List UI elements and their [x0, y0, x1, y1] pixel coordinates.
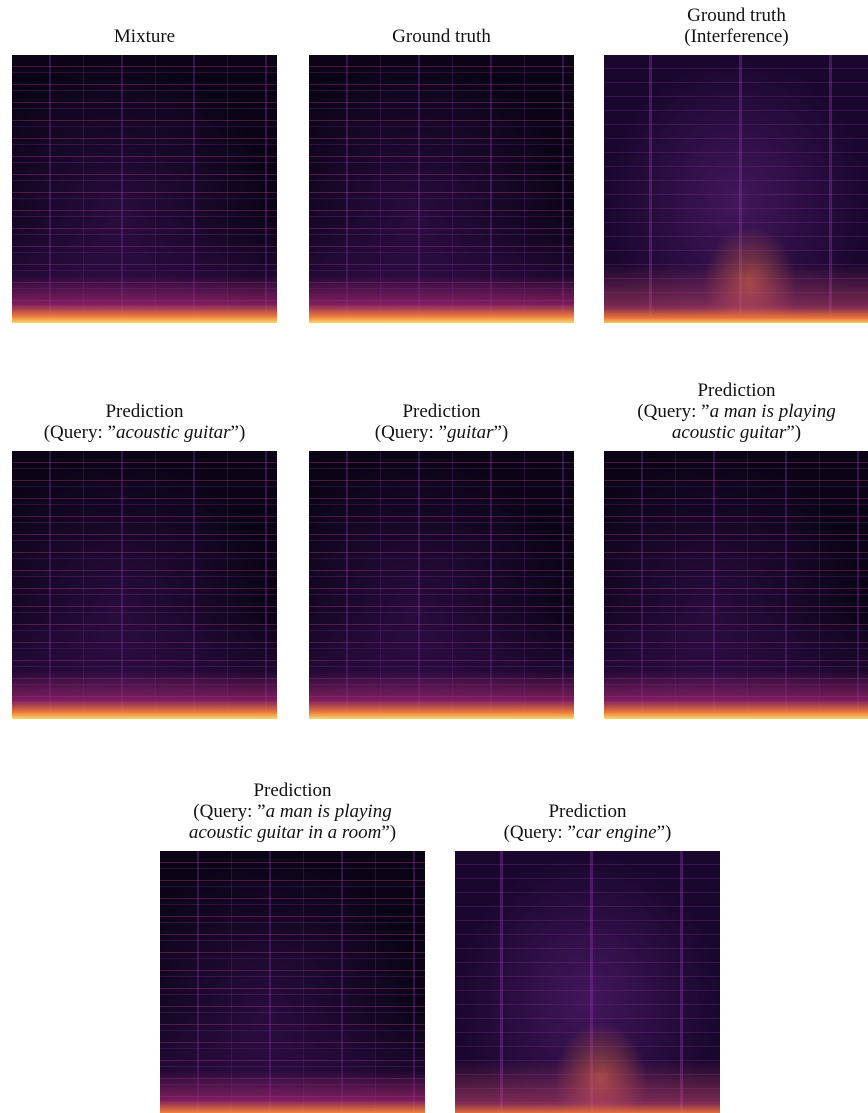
spectrogram: [12, 451, 277, 719]
title-text: (Interference): [684, 26, 788, 47]
panel-title: Ground truth(Interference): [564, 5, 868, 47]
spectrogram: [160, 851, 425, 1113]
query-text: acoustic guitar: [116, 422, 231, 443]
title-text: Prediction: [402, 401, 480, 422]
title-text: Prediction: [548, 801, 626, 822]
panel-title: Prediction(Query: ”car engine”): [415, 801, 760, 843]
title-text: Ground truth: [687, 5, 786, 26]
title-line: Prediction: [564, 380, 868, 401]
query-text: acoustic guitar in a room: [189, 822, 381, 843]
title-text: (Query: ”: [637, 401, 709, 422]
panel: Prediction(Query: ”guitar”): [309, 451, 574, 719]
panel-title: Ground truth: [269, 26, 614, 47]
title-line: Prediction: [269, 401, 614, 422]
title-text: (Query: ”: [375, 422, 447, 443]
title-text: (Query: ”: [193, 801, 265, 822]
title-line: (Interference): [564, 26, 868, 47]
panel: Ground truth: [309, 55, 574, 323]
spectrogram: [309, 55, 574, 323]
title-text: (Query: ”: [44, 422, 116, 443]
panel: Prediction(Query: ”acoustic guitar”): [12, 451, 277, 719]
spectrogram: [12, 55, 277, 323]
title-text: ”): [381, 822, 396, 843]
panel-title: Prediction(Query: ”guitar”): [269, 401, 614, 443]
query-text: a man is playing: [710, 401, 836, 422]
title-line: (Query: ”a man is playing: [564, 401, 868, 422]
title-line: Prediction: [120, 780, 465, 801]
title-text: (Query: ”: [504, 822, 576, 843]
spectrogram: [604, 55, 868, 323]
figure: MixtureGround truthGround truth(Interfer…: [0, 0, 868, 1113]
title-text: ”): [786, 422, 801, 443]
title-line: acoustic guitar”): [564, 422, 868, 443]
title-text: Prediction: [253, 780, 331, 801]
spectrogram: [455, 851, 720, 1113]
title-text: Prediction: [697, 380, 775, 401]
panel: Mixture: [12, 55, 277, 323]
title-line: (Query: ”a man is playing: [120, 801, 465, 822]
title-text: ”): [231, 422, 246, 443]
spectrogram: [309, 451, 574, 719]
title-line: Ground truth: [269, 26, 614, 47]
query-text: acoustic guitar: [672, 422, 787, 443]
title-line: Ground truth: [564, 5, 868, 26]
spectrogram: [604, 451, 868, 719]
title-text: ”): [493, 422, 508, 443]
title-text: Mixture: [114, 26, 175, 47]
query-text: a man is playing: [266, 801, 392, 822]
title-line: (Query: ”car engine”): [415, 822, 760, 843]
title-text: ”): [657, 822, 672, 843]
query-text: guitar: [447, 422, 493, 443]
title-text: Ground truth: [392, 26, 491, 47]
panel: Ground truth(Interference): [604, 55, 868, 323]
title-line: (Query: ”guitar”): [269, 422, 614, 443]
panel: Prediction(Query: ”car engine”): [455, 851, 720, 1113]
title-text: Prediction: [105, 401, 183, 422]
title-line: Prediction: [415, 801, 760, 822]
title-line: acoustic guitar in a room”): [120, 822, 465, 843]
query-text: car engine: [576, 822, 657, 843]
